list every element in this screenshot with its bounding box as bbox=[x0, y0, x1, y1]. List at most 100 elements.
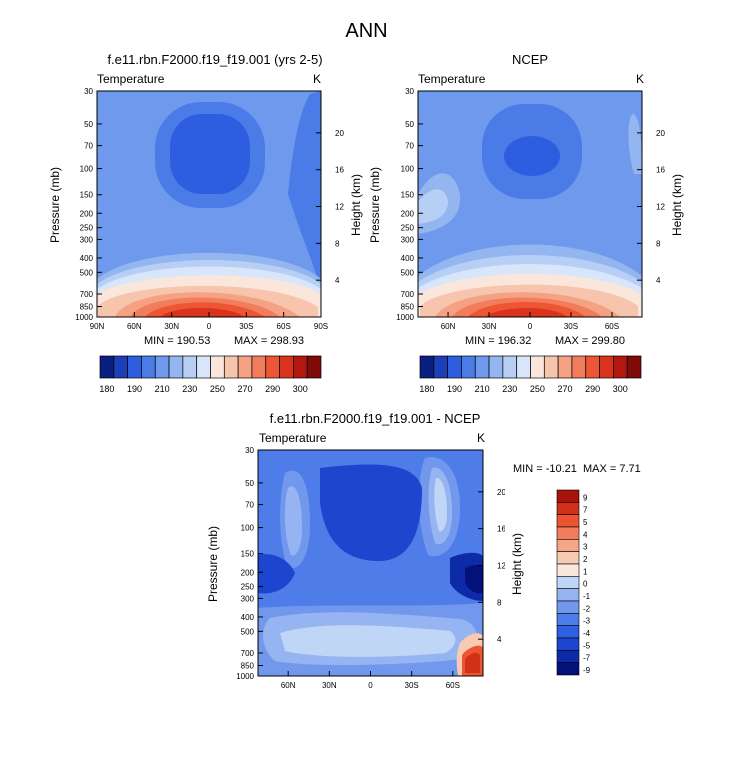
colorbar-swatch bbox=[488, 355, 504, 379]
y-right-tick-label: 8 bbox=[335, 239, 340, 248]
y-tick-label: 1000 bbox=[396, 313, 414, 322]
y-tick-label: 30 bbox=[84, 87, 93, 96]
ncep-panel-title: NCEP bbox=[511, 52, 549, 67]
x-tick-label: 30N bbox=[164, 322, 179, 331]
colorbar-swatch bbox=[433, 355, 448, 379]
colorbar-swatch bbox=[556, 563, 580, 577]
y-tick-label: 300 bbox=[401, 235, 415, 244]
fill-level-7 bbox=[465, 652, 480, 673]
x-tick-label: 30S bbox=[239, 322, 253, 331]
colorbar-label: 290 bbox=[585, 384, 600, 394]
colorbar-swatch bbox=[556, 625, 580, 639]
y-tick-label: 400 bbox=[80, 254, 94, 263]
y-tick-label: 700 bbox=[401, 290, 415, 299]
colorbar-label: 190 bbox=[127, 384, 142, 394]
colorbar-swatch bbox=[556, 502, 580, 515]
y-tick-label: 70 bbox=[84, 142, 93, 151]
fill-level-0-col2 bbox=[434, 477, 447, 532]
colorbar-swatch bbox=[556, 613, 580, 626]
colorbar-swatch bbox=[556, 650, 580, 663]
x-tick-label: 60S bbox=[277, 322, 291, 331]
colorbar-diff: 9 7 5 4 3 2 1 0 -1 -2 -3 -4 -5 -7 -9 bbox=[556, 489, 591, 676]
colorbar-label: 230 bbox=[502, 384, 517, 394]
diff-x-ticks: 60N 30N 0 30S 60S bbox=[281, 671, 460, 690]
colorbar-label: 290 bbox=[265, 384, 280, 394]
colorbar-swatch bbox=[306, 355, 322, 379]
colorbar-label: 210 bbox=[475, 384, 490, 394]
colorbar-label: 230 bbox=[182, 384, 197, 394]
ncep-variable-label: Temperature bbox=[418, 72, 486, 86]
fill-level-minus1-patch bbox=[280, 625, 456, 657]
colorbar-label: 0 bbox=[583, 580, 588, 589]
colorbar-swatch bbox=[556, 662, 580, 676]
diff-y-right-ticks: 20 16 12 8 4 bbox=[478, 488, 505, 644]
y-right-tick-label: 20 bbox=[335, 129, 344, 138]
model-x-ticks: 90N 60N 30N 0 30S 60S 90S bbox=[90, 312, 328, 331]
y-tick-label: 100 bbox=[401, 165, 415, 174]
colorbar-swatch bbox=[599, 355, 614, 379]
x-tick-label: 30N bbox=[322, 681, 337, 690]
colorbar-label: -2 bbox=[583, 604, 591, 613]
colorbar-swatch bbox=[556, 526, 580, 540]
ncep-min-label: MIN = 196.32 bbox=[465, 335, 532, 347]
fill-level-295 bbox=[485, 307, 568, 317]
colorbar-label: 2 bbox=[583, 555, 588, 564]
colorbar-swatch bbox=[265, 355, 280, 379]
fill-level-minus5-trop bbox=[320, 464, 422, 562]
colorbar-swatch bbox=[168, 355, 184, 379]
colorbar-swatch bbox=[251, 355, 267, 379]
x-tick-label: 0 bbox=[368, 681, 373, 690]
colorbar-swatch bbox=[556, 588, 580, 602]
colorbar-swatch bbox=[556, 489, 580, 503]
model-max-label: MAX = 298.93 bbox=[234, 335, 305, 347]
ncep-y-right-ticks: 20 16 12 8 4 bbox=[637, 129, 665, 285]
colorbar-model: 180 190 210 230 250 270 290 300 bbox=[99, 355, 322, 394]
colorbar-label: 300 bbox=[293, 384, 308, 394]
colorbar-swatch bbox=[293, 355, 308, 379]
colorbar-label: -7 bbox=[583, 654, 591, 663]
y-tick-label: 250 bbox=[80, 224, 94, 233]
y-tick-label: 500 bbox=[80, 268, 94, 277]
diff-ylabel-right: Height (km) bbox=[510, 533, 524, 596]
colorbar-swatch bbox=[237, 355, 253, 379]
colorbar-label: -9 bbox=[583, 666, 591, 675]
y-tick-label: 700 bbox=[80, 290, 94, 299]
colorbar-swatch bbox=[154, 355, 170, 379]
y-right-tick-label: 8 bbox=[656, 239, 661, 248]
colorbar-swatch bbox=[113, 355, 128, 379]
y-tick-label: 30 bbox=[245, 446, 254, 455]
y-tick-label: 30 bbox=[405, 87, 414, 96]
fill-level-230 bbox=[418, 189, 448, 224]
y-right-tick-label: 12 bbox=[497, 562, 505, 571]
y-right-tick-label: 16 bbox=[497, 525, 505, 534]
colorbar-swatch bbox=[474, 355, 490, 379]
y-tick-label: 70 bbox=[405, 142, 414, 151]
y-tick-label: 700 bbox=[241, 649, 255, 658]
y-tick-label: 150 bbox=[241, 550, 255, 559]
colorbar-swatch bbox=[556, 539, 580, 552]
x-tick-label: 60S bbox=[605, 322, 619, 331]
colorbar-label: -4 bbox=[583, 629, 591, 638]
diff-max-label: MAX = 7.71 bbox=[583, 463, 641, 475]
x-tick-label: 60N bbox=[127, 322, 142, 331]
colorbar-swatch bbox=[461, 355, 476, 379]
y-tick-label: 1000 bbox=[75, 313, 93, 322]
diff-panel-title: f.e11.rbn.F2000.f19_f19.001 - NCEP bbox=[269, 411, 481, 426]
y-tick-label: 400 bbox=[241, 613, 255, 622]
colorbar-swatch bbox=[556, 637, 580, 651]
colorbar-swatch bbox=[556, 600, 580, 614]
colorbar-swatch bbox=[571, 355, 587, 379]
y-right-tick-label: 4 bbox=[656, 276, 661, 285]
fill-level-205 bbox=[288, 91, 321, 294]
colorbar-swatch bbox=[210, 355, 225, 379]
model-variable-label: Temperature bbox=[97, 72, 165, 86]
y-tick-label: 200 bbox=[241, 568, 255, 577]
fill-level-220-right bbox=[628, 113, 642, 174]
y-tick-label: 200 bbox=[80, 209, 94, 218]
y-tick-label: 850 bbox=[241, 662, 255, 671]
y-right-tick-label: 20 bbox=[656, 129, 665, 138]
x-tick-label: 60S bbox=[446, 681, 460, 690]
y-tick-label: 100 bbox=[80, 165, 94, 174]
